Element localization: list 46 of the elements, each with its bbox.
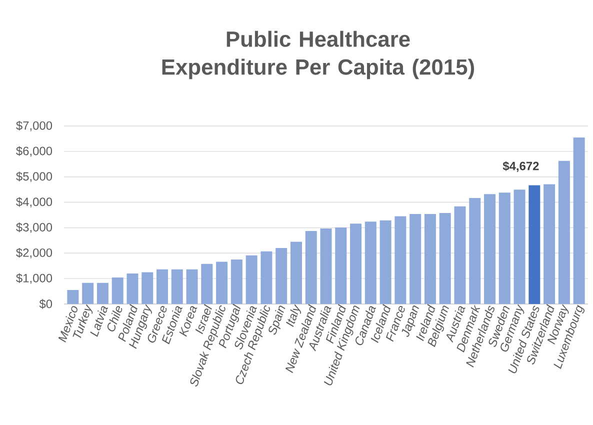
bar xyxy=(96,282,108,304)
data-label: $4,672 xyxy=(502,161,539,172)
x-tick-label: Spain xyxy=(268,306,286,335)
bar xyxy=(276,248,288,304)
bar xyxy=(364,222,376,304)
bar xyxy=(394,216,406,304)
y-tick-label: $2,000 xyxy=(16,248,52,258)
bar xyxy=(350,224,362,304)
bar xyxy=(142,272,154,304)
chart-title: Public Healthcare Expenditure Per Capita (2015) xyxy=(162,30,474,80)
bar xyxy=(82,282,94,304)
bar xyxy=(67,290,79,304)
y-tick-label: $3,000 xyxy=(16,222,52,233)
bar xyxy=(544,184,556,304)
bar xyxy=(498,192,510,304)
bar xyxy=(126,273,138,304)
bar xyxy=(186,269,198,304)
bar xyxy=(484,194,496,304)
bar xyxy=(469,198,481,304)
bar xyxy=(305,231,317,304)
bar xyxy=(171,269,183,304)
y-tick-label: $0 xyxy=(39,299,52,309)
bar xyxy=(112,278,124,304)
bar xyxy=(454,206,466,304)
bar xyxy=(573,137,585,304)
bar xyxy=(246,255,258,304)
bar xyxy=(216,262,228,304)
bar xyxy=(290,242,302,304)
bar xyxy=(528,185,540,304)
bar xyxy=(156,269,168,304)
y-tick-label: $1,000 xyxy=(16,273,52,284)
y-tick-label: $5,000 xyxy=(16,172,52,182)
y-tick-label: $6,000 xyxy=(16,146,52,157)
bar xyxy=(335,227,347,304)
bar xyxy=(380,220,392,304)
bar xyxy=(201,264,213,304)
bar xyxy=(230,260,242,304)
bar xyxy=(260,251,272,304)
y-tick-label: $4,000 xyxy=(16,197,52,208)
bar xyxy=(558,160,570,304)
bar xyxy=(514,190,526,304)
bar xyxy=(320,228,332,304)
bar xyxy=(424,214,436,304)
bar xyxy=(410,214,422,304)
y-tick-label: $7,000 xyxy=(16,120,52,132)
bar xyxy=(439,212,451,304)
